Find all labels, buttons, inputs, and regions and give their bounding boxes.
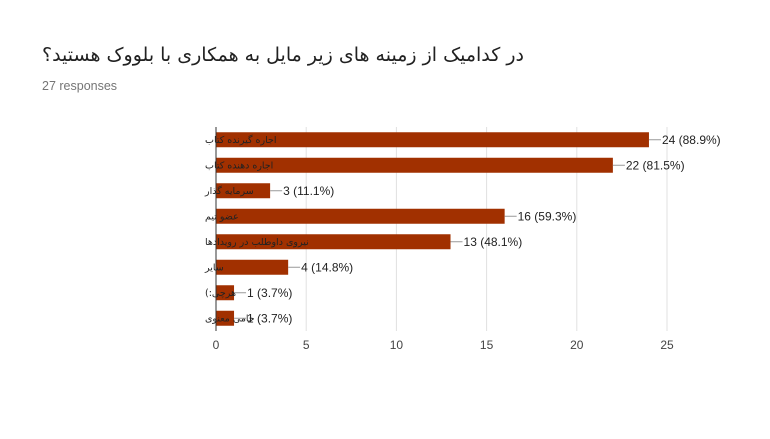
value-label: 16 (59.3%) — [518, 209, 577, 223]
category-label: نیروی داوطلب در رویدادها — [205, 237, 309, 248]
category-label: عضو تیم — [205, 211, 239, 222]
bar — [216, 310, 235, 326]
value-label: 24 (88.9%) — [662, 133, 721, 147]
bar — [216, 259, 289, 275]
value-label: 13 (48.1%) — [464, 235, 523, 249]
value-label: 1 (3.7%) — [247, 286, 292, 300]
category-label: هرچی:) — [205, 288, 236, 299]
category-label: اجاره گیرنده کتاب — [205, 134, 276, 146]
value-label: 4 (14.8%) — [301, 260, 353, 274]
bar — [216, 285, 235, 301]
category-label: سرمایه گذار — [204, 185, 254, 197]
x-tick-label: 20 — [570, 338, 584, 352]
response-count: 27 responses — [42, 79, 118, 93]
bar — [216, 183, 271, 199]
x-tick-label: 5 — [303, 338, 310, 352]
value-label: 3 (11.1%) — [283, 184, 334, 198]
value-label: 1 (3.7%) — [247, 311, 292, 325]
category-label: اجاره دهنده کتاب — [205, 160, 273, 171]
category-label: حامی معنوی — [205, 313, 255, 324]
x-tick-label: 0 — [213, 338, 220, 352]
bar — [216, 132, 649, 148]
category-label: سایر — [204, 262, 224, 273]
x-tick-label: 15 — [480, 338, 494, 352]
bar — [216, 234, 451, 250]
bar — [216, 157, 613, 173]
value-label: 22 (81.5%) — [626, 158, 685, 172]
x-tick-label: 10 — [390, 338, 404, 352]
x-tick-label: 25 — [660, 338, 674, 352]
chart-title: در کدامیک از زمینه های زیر مایل به همکار… — [42, 44, 524, 66]
bar — [216, 208, 505, 224]
